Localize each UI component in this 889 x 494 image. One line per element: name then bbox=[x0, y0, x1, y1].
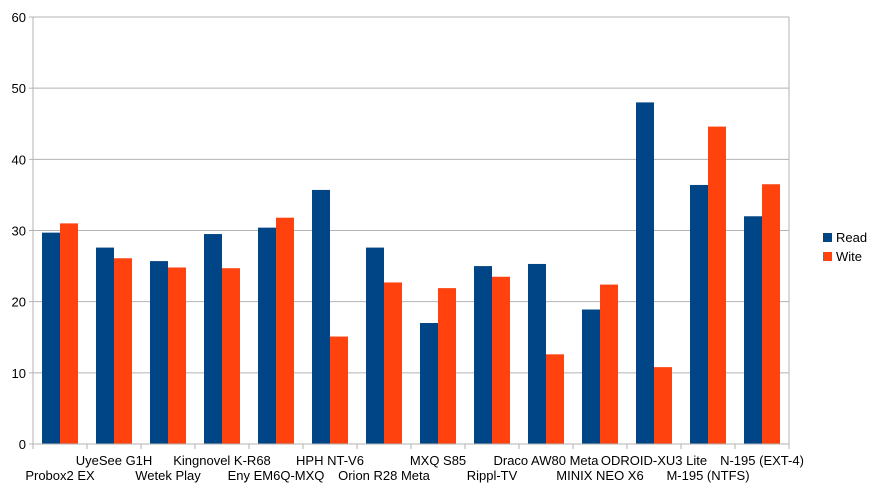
bar-wite-11 bbox=[654, 367, 672, 444]
bar-wite-13 bbox=[762, 184, 780, 444]
x-category-label: Wetek Play bbox=[135, 468, 201, 483]
bar-wite-8 bbox=[492, 276, 510, 444]
y-tick-label: 30 bbox=[12, 224, 26, 239]
x-category-label: ODROID-XU3 Lite bbox=[601, 453, 707, 468]
bar-wite-1 bbox=[114, 258, 132, 444]
bar-read-3 bbox=[204, 234, 222, 444]
bar-wite-3 bbox=[222, 268, 240, 444]
gridlines bbox=[33, 16, 789, 445]
x-category-label: HPH NT-V6 bbox=[296, 453, 364, 468]
bar-wite-9 bbox=[546, 354, 564, 444]
x-category-label: Draco AW80 Meta bbox=[493, 453, 599, 468]
bar-read-5 bbox=[312, 189, 330, 444]
x-category-label: MXQ S85 bbox=[410, 453, 466, 468]
bar-read-8 bbox=[474, 266, 492, 444]
legend-swatch-wite bbox=[823, 252, 832, 261]
legend-label-wite: Wite bbox=[836, 249, 862, 264]
bar-read-1 bbox=[96, 247, 114, 444]
bars bbox=[42, 102, 780, 445]
x-category-label: Eny EM6Q-MXQ bbox=[228, 468, 325, 483]
x-category-label: UyeSee G1H bbox=[76, 453, 153, 468]
x-category-label: MINIX NEO X6 bbox=[556, 468, 643, 483]
y-tick-label: 40 bbox=[12, 152, 26, 167]
y-tick-label: 20 bbox=[12, 295, 26, 310]
bar-wite-4 bbox=[276, 217, 294, 444]
y-tick-label: 0 bbox=[19, 437, 26, 452]
y-tick-label: 60 bbox=[12, 10, 26, 25]
legend: Read Wite bbox=[823, 230, 867, 264]
bar-read-9 bbox=[528, 263, 546, 444]
bar-read-6 bbox=[366, 247, 384, 444]
x-category-label: M-195 (NTFS) bbox=[666, 468, 749, 483]
bar-read-2 bbox=[150, 261, 168, 444]
bar-read-13 bbox=[744, 216, 762, 444]
bar-wite-0 bbox=[60, 223, 78, 444]
bar-read-10 bbox=[582, 309, 600, 444]
legend-label-read: Read bbox=[836, 230, 867, 245]
x-category-label: Probox2 EX bbox=[25, 468, 95, 483]
bar-wite-6 bbox=[384, 282, 402, 444]
bar-read-4 bbox=[258, 227, 276, 444]
bar-read-7 bbox=[420, 323, 438, 444]
bar-read-11 bbox=[636, 102, 654, 445]
legend-swatch-read bbox=[823, 233, 832, 242]
x-category-label: N-195 (EXT-4) bbox=[720, 453, 804, 468]
bar-read-12 bbox=[690, 184, 708, 444]
bar-wite-5 bbox=[330, 336, 348, 444]
y-tick-label: 50 bbox=[12, 81, 26, 96]
y-tick-label: 10 bbox=[12, 366, 26, 381]
x-category-label: Rippl-TV bbox=[467, 468, 518, 483]
bar-wite-12 bbox=[708, 126, 726, 444]
bar-read-0 bbox=[42, 232, 60, 444]
bar-wite-10 bbox=[600, 284, 618, 444]
bar-wite-7 bbox=[438, 288, 456, 444]
x-category-label: Orion R28 Meta bbox=[338, 468, 431, 483]
x-category-label: Kingnovel K-R68 bbox=[173, 453, 271, 468]
bar-wite-2 bbox=[168, 267, 186, 444]
